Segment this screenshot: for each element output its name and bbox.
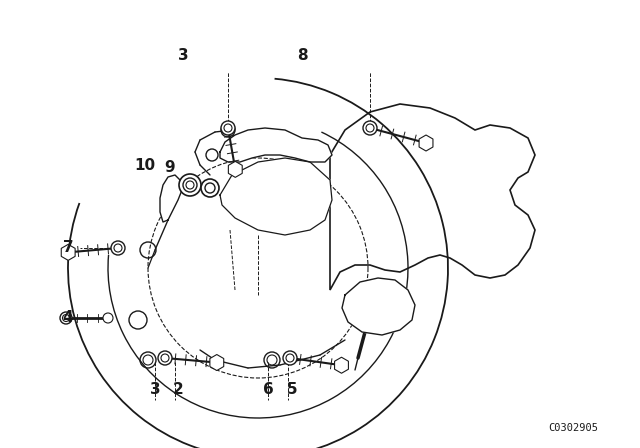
Circle shape xyxy=(286,354,294,362)
Text: 7: 7 xyxy=(63,241,74,255)
Circle shape xyxy=(221,121,235,135)
Polygon shape xyxy=(330,104,535,290)
Circle shape xyxy=(161,354,169,362)
Polygon shape xyxy=(210,354,224,370)
Circle shape xyxy=(201,179,219,197)
Circle shape xyxy=(158,351,172,365)
Circle shape xyxy=(63,314,70,322)
Polygon shape xyxy=(419,135,433,151)
Circle shape xyxy=(363,121,377,135)
Text: 9: 9 xyxy=(164,160,175,176)
Circle shape xyxy=(114,244,122,252)
Circle shape xyxy=(179,174,201,196)
Polygon shape xyxy=(220,158,332,235)
Circle shape xyxy=(186,181,194,189)
Circle shape xyxy=(60,312,72,324)
Circle shape xyxy=(183,178,197,192)
Circle shape xyxy=(366,124,374,132)
Text: C0302905: C0302905 xyxy=(548,423,598,433)
Text: 10: 10 xyxy=(134,158,156,172)
Circle shape xyxy=(103,313,113,323)
Circle shape xyxy=(111,241,125,255)
Text: 8: 8 xyxy=(297,47,307,63)
Polygon shape xyxy=(220,128,332,162)
Polygon shape xyxy=(228,161,242,177)
Polygon shape xyxy=(335,357,348,373)
Circle shape xyxy=(205,183,215,193)
Text: 6: 6 xyxy=(262,383,273,397)
Text: 4: 4 xyxy=(63,310,74,326)
Circle shape xyxy=(224,124,232,132)
Polygon shape xyxy=(160,175,182,222)
Polygon shape xyxy=(342,278,415,335)
Circle shape xyxy=(283,351,297,365)
Text: 5: 5 xyxy=(287,383,298,397)
Text: 2: 2 xyxy=(173,383,184,397)
Polygon shape xyxy=(61,244,75,260)
Text: 3: 3 xyxy=(178,47,188,63)
Text: 3: 3 xyxy=(150,383,160,397)
